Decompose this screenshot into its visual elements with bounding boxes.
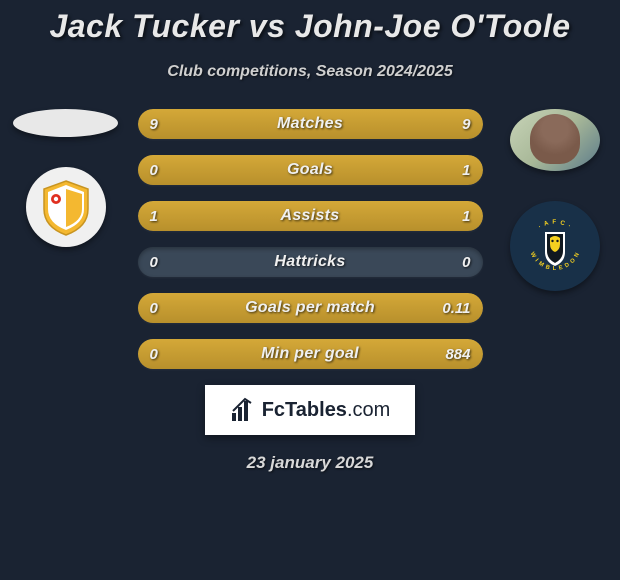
stat-label: Min per goal	[138, 339, 483, 369]
stat-bars: 99Matches 01Goals 11Assists 00Hattricks 00.1…	[138, 109, 483, 369]
page-title: Jack Tucker vs John-Joe O'Toole	[0, 0, 620, 45]
stat-row: 01Goals	[138, 155, 483, 185]
stat-label: Assists	[138, 201, 483, 231]
afc-wimbledon-crest-icon: · A F C · W I M B L E D O N	[523, 214, 587, 278]
stat-row: 0884Min per goal	[138, 339, 483, 369]
stat-label: Goals per match	[138, 293, 483, 323]
stat-row: 00.11Goals per match	[138, 293, 483, 323]
right-player-column: · A F C · W I M B L E D O N	[497, 109, 612, 291]
stat-row: 99Matches	[138, 109, 483, 139]
stat-row: 11Assists	[138, 201, 483, 231]
stat-label: Matches	[138, 109, 483, 139]
brand-name: FcTables	[262, 399, 347, 421]
stat-label: Hattricks	[138, 247, 483, 277]
attribution-box: FcTables.com	[205, 385, 415, 435]
club-left-badge	[26, 167, 106, 247]
comparison-panel: · A F C · W I M B L E D O N 99Matches 01G…	[0, 109, 620, 369]
fctables-logo-icon	[230, 397, 256, 423]
player-right-avatar	[510, 109, 600, 171]
subtitle: Club competitions, Season 2024/2025	[0, 63, 620, 81]
left-player-column	[8, 109, 123, 247]
stat-label: Goals	[138, 155, 483, 185]
brand-suffix: .com	[347, 399, 390, 421]
svg-text:· A F C ·: · A F C ·	[537, 219, 573, 231]
club-right-badge: · A F C · W I M B L E D O N	[510, 201, 600, 291]
snapshot-date: 23 january 2025	[0, 453, 620, 473]
player-left-avatar	[13, 109, 118, 137]
stat-row: 00Hattricks	[138, 247, 483, 277]
attribution-text: FcTables.com	[262, 399, 391, 422]
mk-dons-crest-icon	[36, 177, 96, 237]
